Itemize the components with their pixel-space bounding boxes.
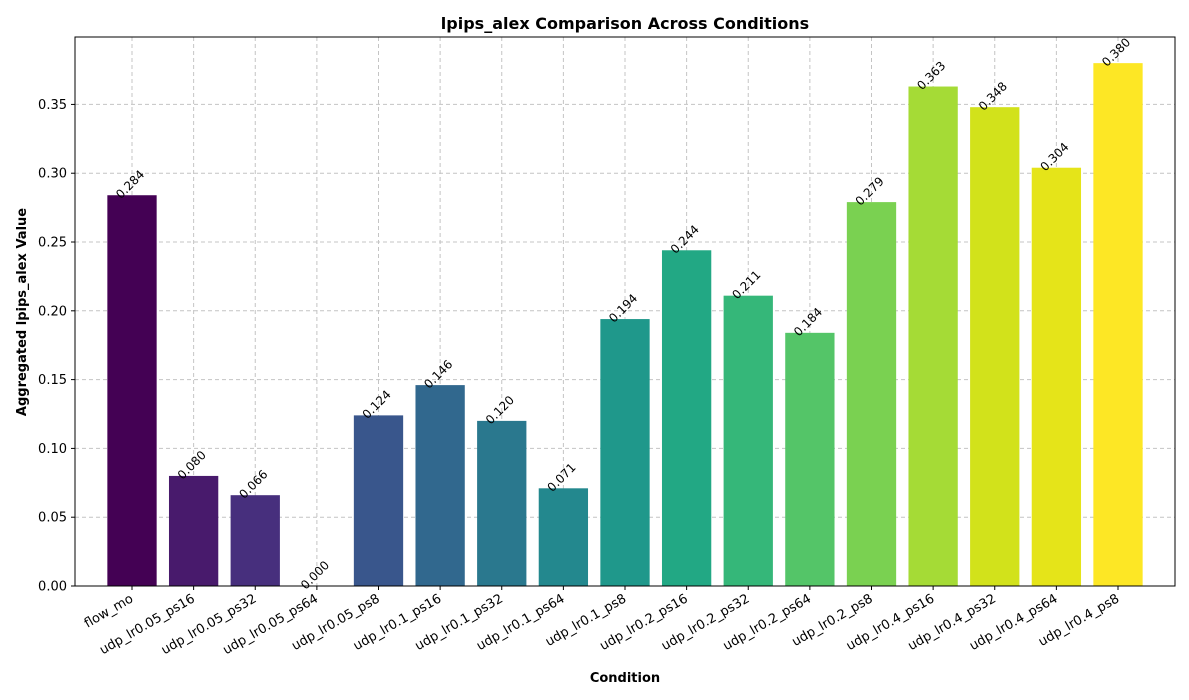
bar-udp_lr0.05_ps8 xyxy=(353,415,404,586)
bar-flow_mo xyxy=(107,195,157,586)
bar-udp_lr0.2_ps8 xyxy=(846,202,897,586)
bar-udp_lr0.4_ps64 xyxy=(1031,167,1082,586)
bar-udp_lr0.2_ps16 xyxy=(661,250,712,586)
chart-title: lpips_alex Comparison Across Conditions xyxy=(441,14,809,33)
bar-udp_lr0.2_ps64 xyxy=(785,332,835,586)
bars xyxy=(107,63,1143,586)
bar-udp_lr0.2_ps32 xyxy=(723,295,773,586)
bar-udp_lr0.1_ps16 xyxy=(415,385,465,586)
y-tick-label: 0.15 xyxy=(38,373,67,388)
bar-udp_lr0.1_ps64 xyxy=(538,488,589,586)
bar-udp_lr0.4_ps16 xyxy=(908,86,958,586)
y-axis-label: Aggregated lpips_alex Value xyxy=(15,208,30,416)
y-tick-label: 0.00 xyxy=(38,580,67,595)
y-tick-label: 0.35 xyxy=(38,98,67,113)
x-tick-label: flow_mo xyxy=(82,591,136,631)
x-axis-label: Condition xyxy=(590,671,660,686)
y-tick-label: 0.20 xyxy=(38,304,67,319)
y-tick-label: 0.25 xyxy=(38,236,67,251)
y-tick-label: 0.10 xyxy=(38,442,67,457)
bar-udp_lr0.05_ps16 xyxy=(168,475,219,586)
bar-udp_lr0.1_ps8 xyxy=(600,319,650,586)
y-tick-label: 0.30 xyxy=(38,167,67,182)
data-label: 0.000 xyxy=(298,558,332,592)
bar-udp_lr0.4_ps32 xyxy=(970,107,1020,586)
bar-udp_lr0.4_ps8 xyxy=(1093,63,1143,586)
y-tick-label: 0.05 xyxy=(38,511,67,526)
bar-udp_lr0.1_ps32 xyxy=(477,420,527,586)
bar-udp_lr0.05_ps32 xyxy=(230,495,280,586)
plot-frame xyxy=(74,36,1176,587)
